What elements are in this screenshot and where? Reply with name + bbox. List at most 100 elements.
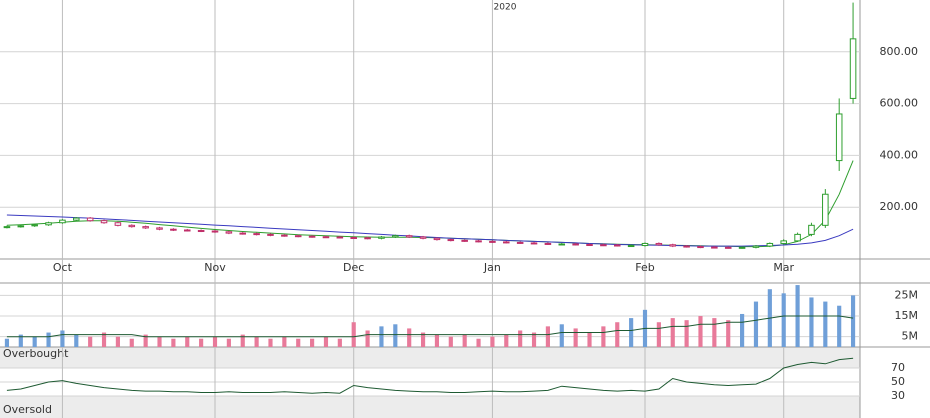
volume-tick-label: 15M [895,309,919,322]
volume-bar [615,322,620,347]
volume-bar [351,322,356,347]
volume-bar [296,338,301,347]
candle-body [835,113,843,162]
volume-tick-label: 5M [902,330,919,343]
candle-body [613,244,621,247]
candle-body [170,228,177,231]
volume-bar [88,336,93,347]
rsi-overbought-band [0,347,860,368]
volume-bar [157,336,162,347]
rsi-oversold-band [0,396,860,418]
candle-body [336,236,344,239]
candle-body [808,224,815,235]
candle-body [253,233,260,236]
rsi-line [6,357,854,394]
x-tick-label: Oct [53,261,73,274]
candle-body [600,244,607,247]
candle-body [294,235,302,238]
candle-body [86,217,94,222]
volume-bar [323,336,329,347]
y-tick-label: 800.00 [880,45,919,58]
candle-body [17,225,25,228]
candle-body [461,239,468,242]
volume-bar [143,334,148,347]
candle-body [267,233,274,236]
volume-bar [726,320,731,347]
candle-body [405,235,413,238]
candle-body [73,217,80,221]
volume-bar [601,326,606,347]
volume-bar [4,338,10,347]
volume-bar [448,336,453,347]
volume-bar [268,338,273,347]
rsi-tick-label: 50 [891,375,905,388]
y-tick-label: 400.00 [880,148,919,161]
volume-bar [753,301,759,347]
candle-body [239,232,247,235]
volume-bar [531,332,537,347]
y-tick-label: 200.00 [880,200,919,213]
candle-body [142,226,149,229]
x-tick-label: Mar [773,261,794,274]
overbought-label: Overbought [3,347,69,360]
candle-body [655,242,663,246]
volume-bar [573,328,578,347]
candle-body [225,231,233,234]
volume-tick-label: 25M [895,288,919,301]
candle-body [3,226,11,229]
volume-bar [823,301,828,347]
x-tick-label: Nov [204,261,226,274]
volume-bar [115,336,120,347]
volume-bar [809,297,814,347]
candle-body [641,242,649,247]
volume-bar [420,332,426,347]
y-tick-label: 600.00 [880,97,919,110]
candle-body [724,246,732,249]
volume-bar [698,316,703,347]
x-tick-label: Dec [343,261,364,274]
candle-body [364,237,371,240]
volume-bar [46,332,51,347]
volume-bar [490,336,495,347]
candle-body [447,239,455,242]
candle-body [59,219,66,224]
candle-body [211,230,219,233]
candle-body [669,244,677,247]
candle-body [849,38,857,99]
candle-body [544,242,552,245]
volume-bar [504,334,509,347]
candle-body [683,245,690,248]
volume-bar [310,338,315,347]
rsi-tick-label: 30 [891,389,905,402]
volume-bar [254,336,259,347]
volume-bar [18,334,23,347]
candle-body [378,236,385,239]
candle-body [516,241,524,244]
volume-bar [282,336,287,347]
candle-body [281,234,288,237]
candle-body [558,243,566,246]
volume-bar [32,336,37,347]
volume-bar [629,318,634,347]
volume-bar [171,338,176,347]
volume-bar [837,305,842,347]
volume-bar [587,332,592,347]
candle-body [419,236,427,239]
candle-body [183,229,191,232]
candle-body [711,246,718,249]
volume-bar [129,338,134,347]
volume-bar [712,318,717,347]
year-label: 2020 [494,3,517,13]
rsi-tick-label: 70 [891,361,905,374]
candle-body [114,222,122,226]
candle-body [766,242,774,247]
candle-body [128,224,136,228]
candle-body [350,237,357,240]
volume-average [6,315,854,338]
candle-body [738,246,746,249]
candle-body [45,222,52,226]
volume-bar [518,330,523,347]
candle-body [503,241,510,244]
volume-bar [850,295,856,347]
